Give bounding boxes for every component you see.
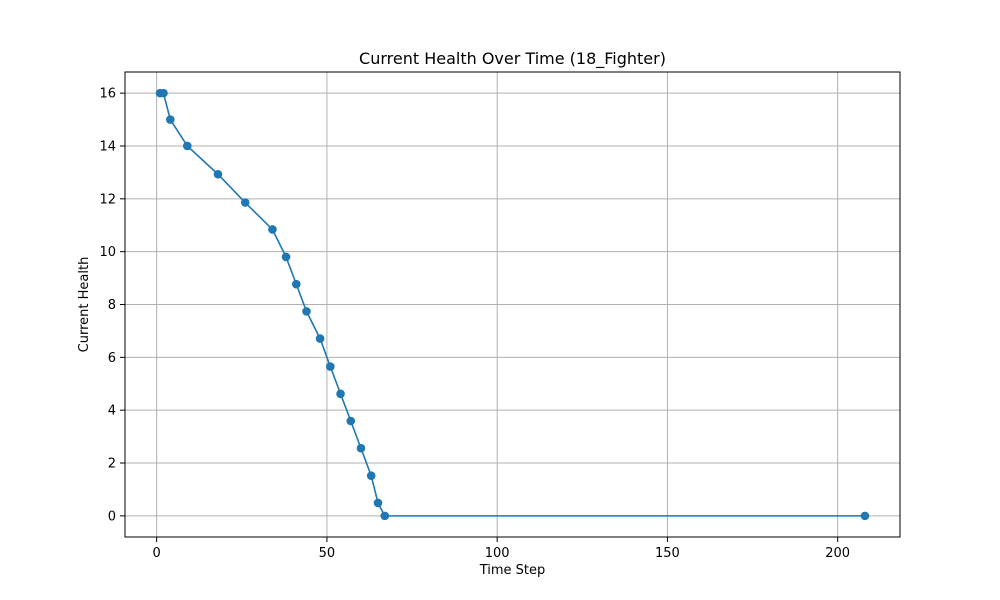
data-point bbox=[366, 471, 376, 481]
data-point bbox=[315, 334, 325, 343]
y-tick-label: 16 bbox=[99, 87, 116, 102]
y-tick-label: 6 bbox=[108, 351, 116, 366]
y-tick-label: 14 bbox=[99, 139, 116, 154]
data-point bbox=[281, 252, 291, 262]
data-point bbox=[213, 169, 223, 179]
x-tick-label: 0 bbox=[153, 546, 161, 561]
grid-layer bbox=[125, 72, 900, 537]
ticks-layer: 0 50 100 150 200 0 2 4 6 8 10 12 14 16 bbox=[99, 87, 850, 561]
y-tick-label: 4 bbox=[108, 404, 116, 419]
data-point bbox=[380, 511, 390, 521]
x-tick-label: 150 bbox=[655, 546, 680, 561]
chart-title: Current Health Over Time (18_Fighter) bbox=[359, 49, 666, 69]
data-point bbox=[326, 362, 335, 371]
y-tick-label: 8 bbox=[108, 298, 116, 313]
data-point bbox=[291, 279, 301, 289]
data-point bbox=[860, 511, 870, 521]
data-point bbox=[336, 389, 345, 399]
y-axis-title: Current Health bbox=[77, 257, 92, 353]
data-point bbox=[302, 307, 311, 316]
data-point bbox=[159, 88, 168, 98]
y-tick-label: 0 bbox=[108, 509, 116, 524]
x-tick-label: 100 bbox=[485, 546, 510, 561]
data-point bbox=[165, 115, 175, 124]
series-layer bbox=[155, 88, 870, 521]
y-tick-label: 10 bbox=[99, 245, 116, 260]
y-tick-label: 12 bbox=[99, 192, 116, 207]
data-point bbox=[346, 416, 356, 426]
data-point bbox=[183, 141, 192, 151]
x-tick-label: 200 bbox=[825, 546, 850, 561]
data-point bbox=[373, 498, 383, 508]
y-tick-label: 2 bbox=[108, 457, 116, 472]
data-point bbox=[356, 443, 366, 453]
x-axis-title: Time Step bbox=[479, 563, 546, 578]
x-tick-label: 50 bbox=[319, 546, 336, 561]
data-point bbox=[240, 198, 250, 207]
data-point bbox=[268, 225, 277, 234]
